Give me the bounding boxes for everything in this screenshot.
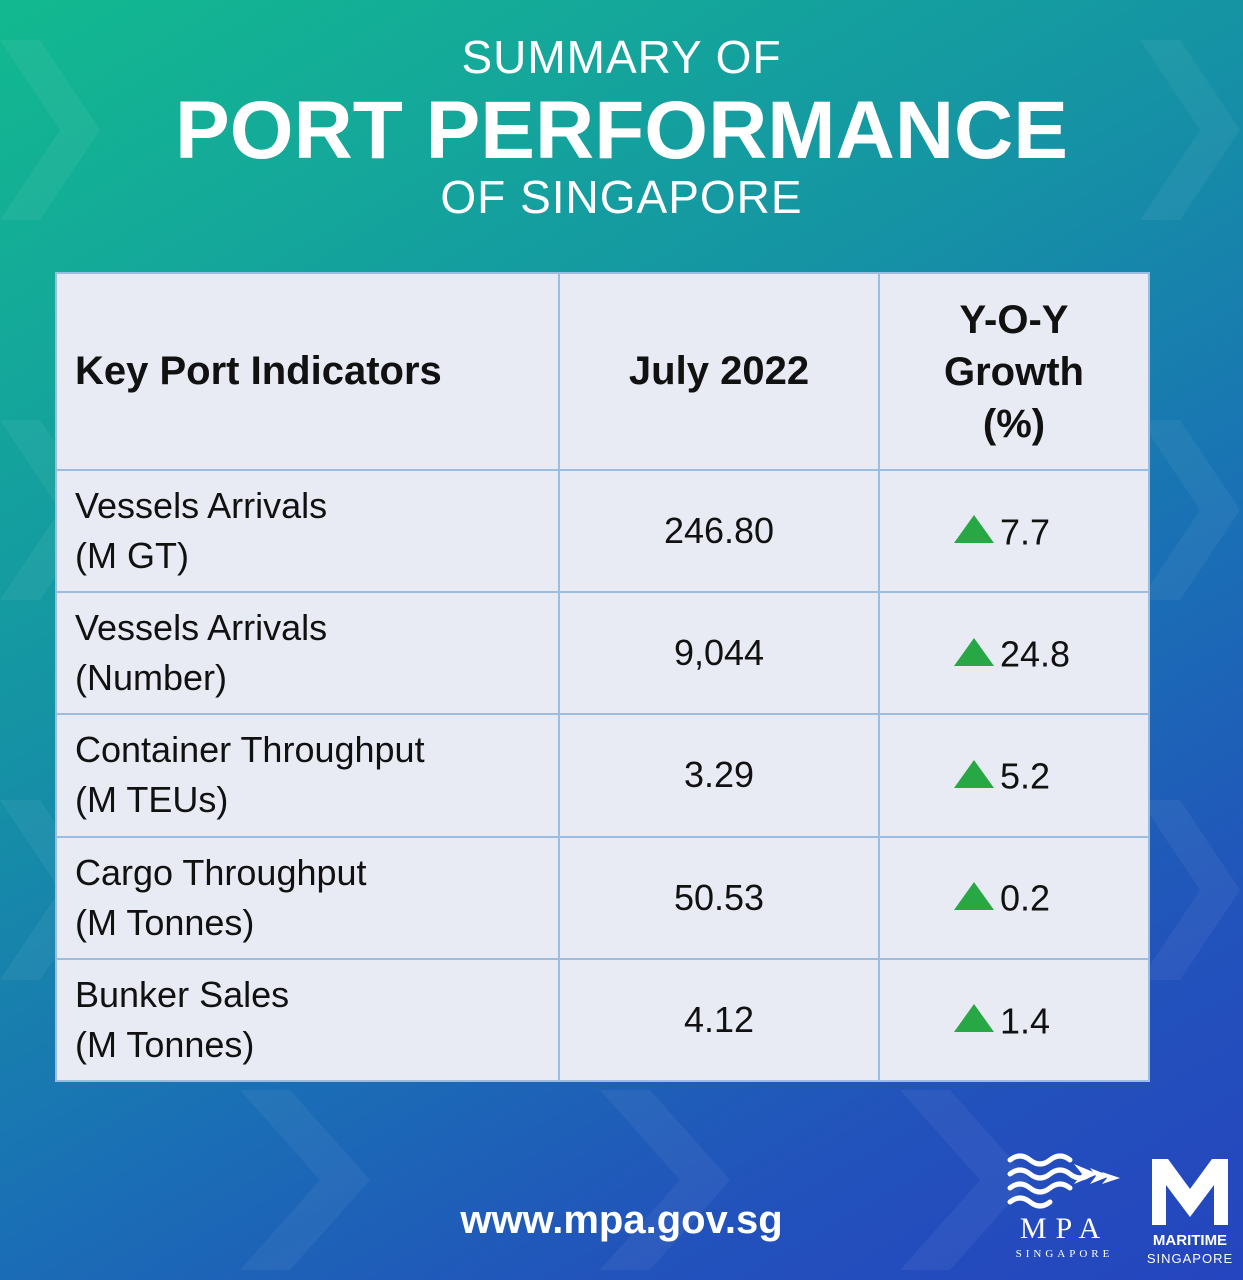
header-key-port-indicators: Key Port Indicators — [55, 272, 560, 471]
value-cell: 3.29 — [558, 713, 880, 838]
up-triangle-icon — [954, 1004, 994, 1033]
mpa-logo: MPA SINGAPORE — [1002, 1150, 1127, 1268]
indicator-cell: Cargo Throughput (M Tonnes) — [55, 835, 560, 960]
indicator-unit: (M GT) — [75, 535, 189, 577]
table-row: Bunker Sales (M Tonnes) 4.12 1.4 — [55, 957, 1150, 1083]
mpa-logo-text: MPA — [1019, 1212, 1110, 1245]
header-july-2022: July 2022 — [558, 272, 880, 471]
growth-value: 5.2 — [1000, 755, 1051, 797]
growth-cell: 7.7 — [878, 468, 1150, 594]
growth-value: 0.2 — [1000, 877, 1051, 919]
growth-value: 1.4 — [1000, 1000, 1051, 1042]
title-summary-of: SUMMARY OF — [461, 31, 782, 83]
table-row: Vessels Arrivals (Number) 9,044 24.8 — [55, 591, 1150, 716]
value-cell: 9,044 — [558, 591, 880, 716]
growth-value: 7.7 — [1000, 511, 1051, 553]
indicator-label: Vessels Arrivals — [75, 607, 328, 649]
header-yoy-line3: (%) — [982, 401, 1046, 446]
indicator-unit: (M Tonnes) — [75, 1023, 255, 1065]
indicator-unit: (M TEUs) — [75, 779, 229, 821]
table-header-row: Key Port Indicators July 2022 Y-O-Y Grow… — [55, 272, 1150, 471]
table-row: Vessels Arrivals (M GT) 246.80 7.7 — [55, 468, 1150, 594]
indicator-label: Vessels Arrivals — [75, 485, 328, 527]
maritime-logo-line2: SINGAPORE — [1146, 1251, 1234, 1266]
indicator-cell: Vessels Arrivals (Number) — [55, 591, 560, 716]
indicator-label: Cargo Throughput — [75, 851, 367, 893]
header-yoy-growth: Y-O-Y Growth (%) — [878, 272, 1150, 471]
indicator-label: Bunker Sales — [75, 973, 290, 1015]
value-cell: 50.53 — [558, 835, 880, 960]
indicator-unit: (Number) — [75, 657, 228, 699]
indicator-cell: Vessels Arrivals (M GT) — [55, 468, 560, 594]
indicator-label: Container Throughput — [75, 729, 425, 771]
indicator-unit: (M Tonnes) — [75, 901, 255, 943]
up-triangle-icon — [954, 637, 994, 666]
title-port-performance: PORT PERFORMANCE — [175, 85, 1068, 176]
growth-cell: 24.8 — [878, 591, 1150, 716]
growth-cell: 1.4 — [878, 957, 1150, 1083]
wave-fish-logo-icon — [1007, 1153, 1120, 1209]
indicators-table: Key Port Indicators July 2022 Y-O-Y Grow… — [55, 272, 1150, 1083]
mpa-logo-subtext: SINGAPORE — [1015, 1248, 1114, 1260]
website-link[interactable]: www.mpa.gov.sg — [460, 1198, 783, 1242]
maritime-singapore-logo: MARITIME SINGAPORE — [1138, 1155, 1242, 1275]
growth-cell: 0.2 — [878, 835, 1150, 960]
port-indicators-table: Key Port Indicators July 2022 Y-O-Y Grow… — [55, 272, 1150, 1083]
table-row: Cargo Throughput (M Tonnes) 50.53 0.2 — [55, 835, 1150, 960]
value-cell: 246.80 — [558, 468, 880, 594]
up-triangle-icon — [954, 881, 994, 910]
indicator-cell: Bunker Sales (M Tonnes) — [55, 957, 560, 1083]
header-yoy-line2: Growth — [944, 349, 1084, 394]
up-triangle-icon — [954, 515, 994, 544]
maritime-logo-line1: MARITIME — [1152, 1232, 1228, 1249]
growth-value: 24.8 — [1000, 633, 1071, 675]
title-of-singapore: OF SINGAPORE — [440, 171, 803, 223]
indicator-cell: Container Throughput (M TEUs) — [55, 713, 560, 838]
growth-cell: 5.2 — [878, 713, 1150, 838]
header-yoy-line1: Y-O-Y — [959, 297, 1069, 342]
maritime-m-logo-icon — [1152, 1159, 1228, 1225]
up-triangle-icon — [954, 759, 994, 788]
table-row: Container Throughput (M TEUs) 3.29 5.2 — [55, 713, 1150, 838]
value-cell: 4.12 — [558, 957, 880, 1083]
